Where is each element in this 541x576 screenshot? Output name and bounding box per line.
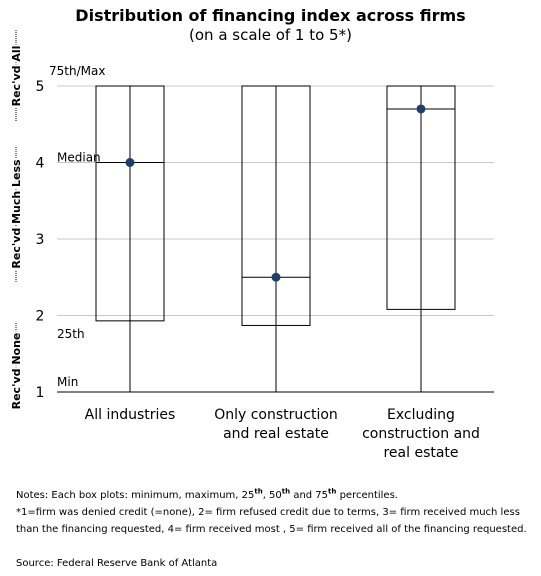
- chart-source: Source: Federal Reserve Bank of Atlanta: [16, 558, 218, 569]
- x-category-label: Excluding construction and real estate: [346, 406, 496, 463]
- y-tick-label: 2: [36, 309, 45, 325]
- x-category-label: Only construction and real estate: [201, 406, 351, 444]
- chart-notes: Notes: Each box plots: minimum, maximum,…: [16, 487, 536, 538]
- x-category-label-line: Excluding: [387, 407, 455, 423]
- y-tick-label: 4: [36, 156, 45, 172]
- y-tick-label: 1: [36, 385, 45, 401]
- median-marker: [271, 272, 281, 282]
- box: [241, 85, 311, 326]
- band-label: Rec'vd None: [10, 333, 23, 410]
- annotation-25th: 25th: [57, 327, 85, 341]
- annotation-median: Median: [57, 151, 101, 165]
- x-category-label-line: Only construction: [214, 407, 338, 423]
- box: [386, 85, 456, 310]
- x-category-label-line: and real estate: [223, 426, 329, 442]
- annotation-min: Min: [57, 375, 78, 389]
- box: [95, 85, 165, 322]
- median-marker: [416, 104, 426, 114]
- box-plot-chart: 1 2 3 4 5 75th/Max Median 25th Min Rec'vd None Rec…: [8, 30, 494, 411]
- notes-line-1: Notes: Each box plots: minimum, maximum,…: [16, 487, 398, 501]
- annotation-max: 75th/Max: [49, 64, 105, 78]
- band-label: Rec'vd Much Less: [10, 159, 23, 269]
- y-tick-label: 5: [36, 79, 45, 95]
- band-label: Rec'vd All: [10, 46, 23, 107]
- x-category-label: All industries: [55, 406, 205, 425]
- x-category-label-line: real estate: [383, 445, 459, 461]
- chart-subtitle: (on a scale of 1 to 5*): [189, 26, 352, 44]
- chart-title: Distribution of financing index across f…: [75, 6, 466, 25]
- x-category-label-line: construction and: [362, 426, 480, 442]
- x-category-label-line: All industries: [84, 407, 176, 423]
- notes-line-2: *1=firm was denied credit (=none), 2= fi…: [16, 507, 527, 535]
- median-marker: [125, 158, 135, 167]
- y-tick-label: 3: [36, 232, 45, 248]
